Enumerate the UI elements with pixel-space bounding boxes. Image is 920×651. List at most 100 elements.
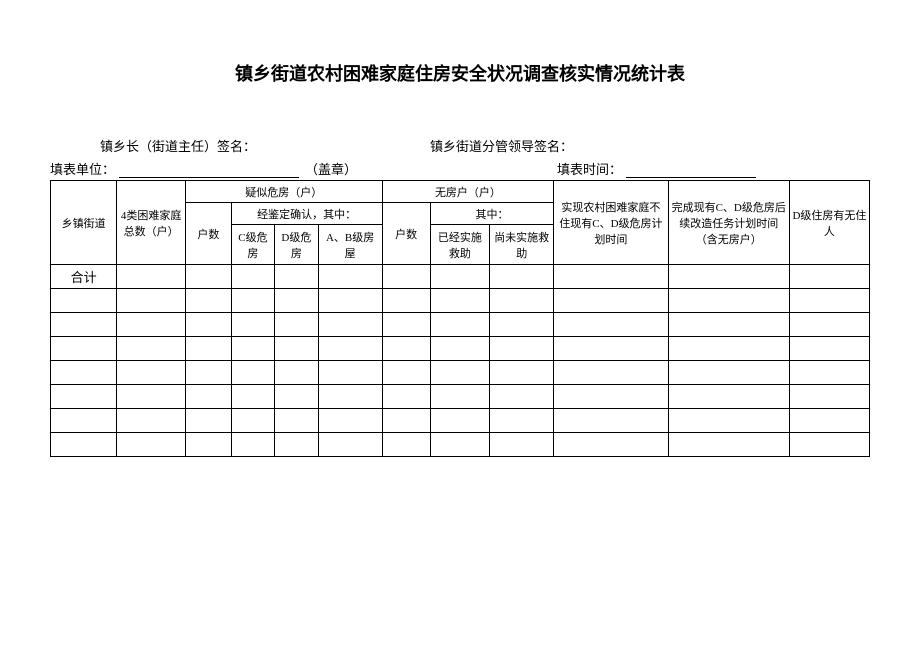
th-hushu2: 户数 [382, 203, 430, 265]
table-row [51, 337, 870, 361]
cell [275, 313, 318, 337]
th-suspect-group: 疑似危房（户） [185, 181, 382, 203]
cell [668, 265, 789, 289]
form-info-line: 填表单位： （盖章） 填表时间： [50, 159, 870, 178]
cell [382, 433, 430, 457]
cell [51, 409, 117, 433]
cell [51, 313, 117, 337]
th-c: C级危房 [231, 225, 274, 265]
cell [789, 433, 869, 457]
cell [275, 337, 318, 361]
cell [668, 289, 789, 313]
cell [231, 265, 274, 289]
cell [668, 433, 789, 457]
cell [231, 385, 274, 409]
heji-cell: 合计 [51, 265, 117, 289]
th-done: 已经实施救助 [430, 225, 489, 265]
unit-blank [119, 159, 299, 178]
th-ab: A、B级房屋 [318, 225, 382, 265]
cell [430, 409, 489, 433]
signature-line: 镇乡长（街道主任）签名： 镇乡街道分管领导签名： [50, 136, 870, 155]
cell [789, 265, 869, 289]
th-total: 4类困难家庭总数（户） [117, 181, 186, 265]
cell [51, 337, 117, 361]
cell [275, 385, 318, 409]
th-town: 乡镇街道 [51, 181, 117, 265]
cell [318, 265, 382, 289]
cell [430, 361, 489, 385]
table-row [51, 409, 870, 433]
cell [382, 361, 430, 385]
cell [318, 409, 382, 433]
cell [554, 385, 668, 409]
cell [51, 385, 117, 409]
cell [185, 361, 231, 385]
th-nohouse-group: 无房户（户） [382, 181, 554, 203]
cell [185, 313, 231, 337]
cell [554, 433, 668, 457]
table-body: 合计 [51, 265, 870, 457]
cell [789, 385, 869, 409]
cell [318, 313, 382, 337]
cell [668, 361, 789, 385]
cell [490, 337, 554, 361]
cell [554, 313, 668, 337]
cell [51, 361, 117, 385]
total-row: 合计 [51, 265, 870, 289]
cell [231, 337, 274, 361]
cell [382, 409, 430, 433]
mayor-sign-label: 镇乡长（街道主任）签名： [100, 136, 420, 155]
cell [789, 361, 869, 385]
cell [275, 361, 318, 385]
cell [490, 361, 554, 385]
cell [430, 337, 489, 361]
cell [382, 313, 430, 337]
cell [382, 337, 430, 361]
cell [185, 385, 231, 409]
header-row-1: 乡镇街道 4类困难家庭总数（户） 疑似危房（户） 无房户（户） 实现农村困难家庭… [51, 181, 870, 203]
cell [185, 409, 231, 433]
cell [382, 385, 430, 409]
stamp-label: （盖章） [305, 159, 357, 178]
cell [554, 361, 668, 385]
cell [430, 265, 489, 289]
cell [275, 433, 318, 457]
cell [554, 289, 668, 313]
cell [185, 433, 231, 457]
cell [490, 409, 554, 433]
cell [117, 433, 186, 457]
cell [318, 361, 382, 385]
cell [117, 361, 186, 385]
cell [382, 289, 430, 313]
cell [490, 385, 554, 409]
cell [382, 265, 430, 289]
cell [789, 409, 869, 433]
th-plan1: 实现农村困难家庭不住现有C、D级危房计划时间 [554, 181, 668, 265]
cell [318, 433, 382, 457]
cell [231, 433, 274, 457]
cell [185, 265, 231, 289]
cell [117, 385, 186, 409]
cell [231, 313, 274, 337]
cell [430, 313, 489, 337]
cell [554, 265, 668, 289]
table-row [51, 385, 870, 409]
unit-label: 填表单位： [50, 159, 115, 178]
time-blank [626, 159, 756, 178]
th-notdone: 尚未实施救助 [490, 225, 554, 265]
th-among-group: 其中： [430, 203, 554, 225]
cell [490, 265, 554, 289]
cell [668, 313, 789, 337]
th-hushu1: 户数 [185, 203, 231, 265]
cell [51, 433, 117, 457]
cell [185, 289, 231, 313]
cell [554, 337, 668, 361]
cell [117, 313, 186, 337]
table-row [51, 433, 870, 457]
cell [231, 361, 274, 385]
table-row [51, 361, 870, 385]
cell [275, 289, 318, 313]
cell [318, 289, 382, 313]
leader-sign-label: 镇乡街道分管领导签名： [430, 136, 573, 155]
time-label: 填表时间： [557, 159, 622, 178]
